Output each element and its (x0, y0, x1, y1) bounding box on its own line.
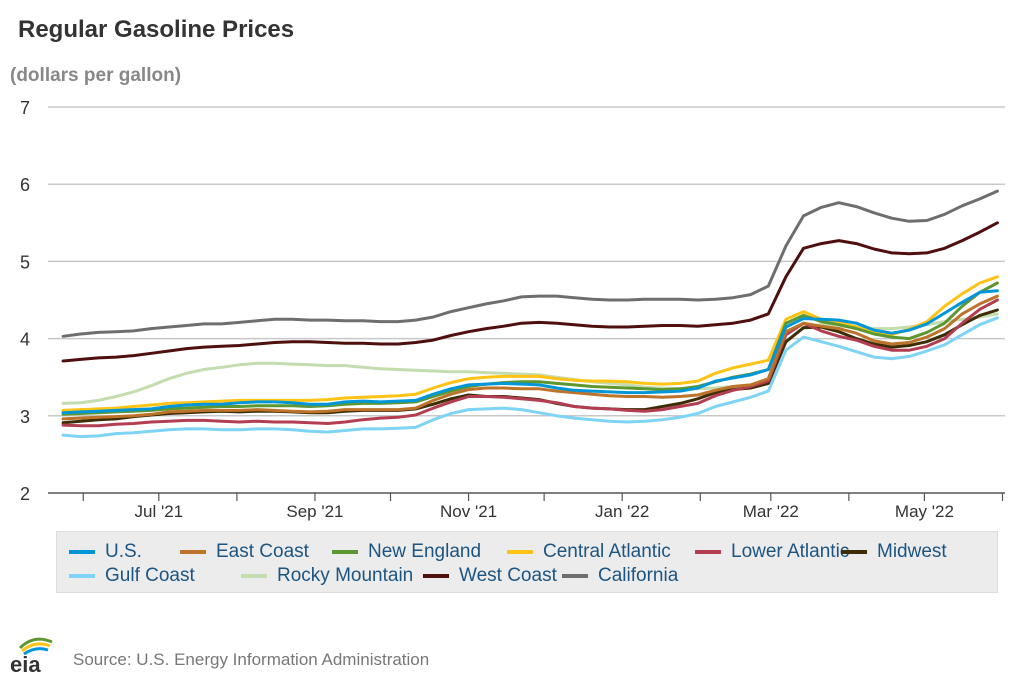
legend-label: Gulf Coast (105, 565, 195, 586)
legend-label: New England (368, 541, 482, 562)
series-line-u-s- (61, 289, 999, 415)
series-line-lower-atlantic (61, 298, 999, 428)
legend-item: Midwest (841, 541, 947, 563)
legend-swatch (69, 574, 95, 578)
x-tick-label: Nov '21 (440, 502, 497, 521)
legend-swatch (241, 574, 267, 578)
series-line-gulf-coast (61, 316, 999, 439)
legend-item: Lower Atlantic (695, 541, 849, 563)
legend-item: Central Atlantic (507, 541, 671, 563)
series-line-east-coast (61, 294, 999, 421)
legend: U.S. East Coast New England Central Atlanti… (56, 531, 998, 593)
legend-label: Lower Atlantic (731, 541, 850, 562)
legend-item: West Coast (423, 565, 557, 587)
legend-label: West Coast (459, 565, 557, 586)
legend-label: Rocky Mountain (277, 565, 414, 586)
legend-swatch (507, 550, 533, 554)
legend-item: California (562, 565, 678, 587)
y-tick-label: 5 (20, 252, 30, 272)
legend-label: Midwest (877, 541, 947, 562)
series-line-new-england (61, 281, 999, 416)
legend-item: New England (332, 541, 481, 563)
x-tick-label: Jul '21 (135, 502, 184, 521)
legend-label: U.S. (105, 541, 142, 562)
legend-label: East Coast (216, 541, 309, 562)
legend-item: U.S. (69, 541, 142, 563)
x-tick-label: May '22 (895, 502, 954, 521)
legend-swatch (332, 550, 358, 554)
legend-swatch (423, 574, 449, 578)
legend-item: Gulf Coast (69, 565, 195, 587)
legend-swatch (180, 550, 206, 554)
legend-label: California (598, 565, 679, 586)
unit-label: (dollars per gallon) (10, 65, 182, 86)
legend-label: Central Atlantic (543, 541, 671, 562)
series-line-california (61, 189, 999, 338)
y-tick-label: 3 (20, 407, 30, 427)
legend-item: Rocky Mountain (241, 565, 413, 587)
eia-logo-icon: eia (10, 637, 53, 676)
chart-title: Regular Gasoline Prices (18, 16, 295, 43)
legend-swatch (695, 550, 721, 554)
legend-swatch (562, 574, 588, 578)
x-tick-label: Jan '22 (595, 502, 649, 521)
series-line-west-coast (61, 221, 999, 363)
y-tick-label: 4 (20, 330, 30, 350)
source-note: Source: U.S. Energy Information Administ… (73, 650, 430, 669)
x-tick-label: Sep '21 (286, 502, 343, 521)
legend-item: East Coast (180, 541, 309, 563)
series-line-central-atlantic (61, 275, 999, 412)
logo-text: eia (10, 652, 41, 676)
legend-swatch (69, 550, 95, 554)
y-tick-label: 7 (20, 98, 30, 118)
y-tick-label: 2 (20, 484, 30, 504)
legend-swatch (841, 550, 867, 554)
y-tick-label: 6 (20, 175, 30, 195)
x-tick-label: Mar '22 (743, 502, 799, 521)
